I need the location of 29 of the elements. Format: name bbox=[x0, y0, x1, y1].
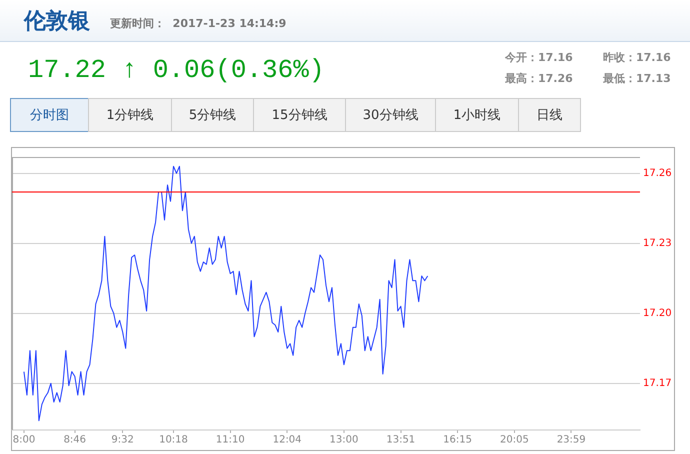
x-tick-label: 23:59 bbox=[556, 434, 586, 446]
x-tick-label: 8:00 bbox=[12, 434, 36, 446]
text: 17.22 ↑ 0.06(0.36%) bbox=[28, 55, 324, 85]
x-tick-label: 20:05 bbox=[500, 434, 529, 446]
y-tick-label: 17.20 bbox=[643, 308, 672, 319]
text: 日线 bbox=[518, 98, 581, 132]
chart-title: 伦敦银 bbox=[24, 8, 90, 36]
x-tick-label: 11:10 bbox=[216, 434, 245, 446]
text: 1分钟线 bbox=[88, 98, 172, 132]
x-tick-label: 13:00 bbox=[330, 434, 358, 446]
text: 昨收：17.16 bbox=[603, 50, 671, 65]
text: 30分钟线 bbox=[345, 98, 436, 132]
text: 最高：17.26 bbox=[505, 71, 573, 86]
text: 最低：17.13 bbox=[603, 71, 671, 86]
text: 15分钟线 bbox=[253, 98, 346, 132]
x-tick-label: 8:46 bbox=[64, 434, 86, 446]
text: 分时图 bbox=[10, 98, 89, 132]
x-tick-label: 9:32 bbox=[111, 434, 134, 446]
text: 5分钟线 bbox=[171, 98, 254, 132]
x-tick-label: 10:18 bbox=[159, 434, 188, 446]
y-tick-label: 17.26 bbox=[643, 168, 672, 179]
text: 今开：17.16 bbox=[505, 50, 573, 65]
text: 1小时线 bbox=[435, 98, 519, 132]
x-tick-label: 12:04 bbox=[272, 434, 302, 446]
y-tick-label: 17.23 bbox=[643, 238, 672, 249]
x-tick-label: 13:51 bbox=[386, 434, 416, 446]
y-tick-label: 17.17 bbox=[643, 378, 672, 389]
x-tick-label: 16:15 bbox=[443, 434, 472, 446]
chart-subtitle: 更新时间： 2017-1-23 14:14:9 bbox=[110, 16, 286, 31]
